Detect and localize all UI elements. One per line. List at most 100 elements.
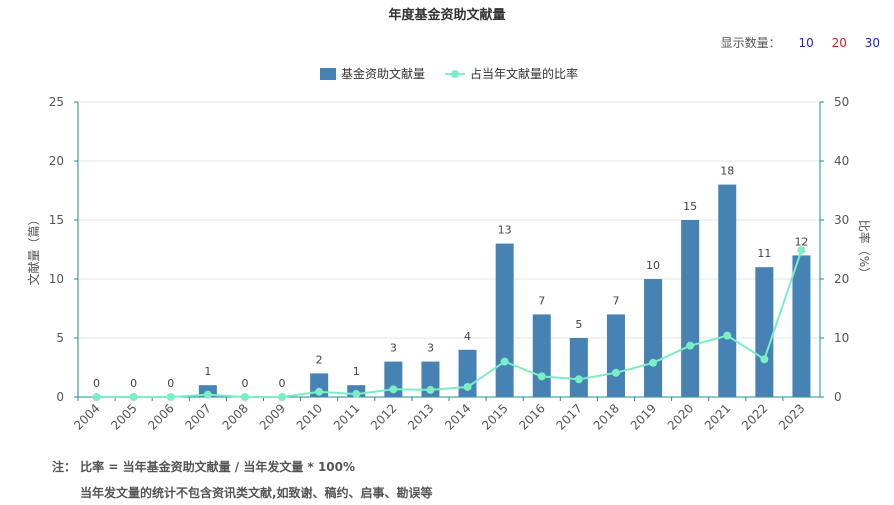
ratio-point[interactable]	[352, 390, 361, 399]
ratio-point[interactable]	[500, 357, 509, 366]
bar[interactable]	[569, 338, 588, 397]
legend-line-marker[interactable]	[451, 70, 459, 78]
bar[interactable]	[458, 349, 477, 397]
ratio-point[interactable]	[240, 393, 249, 401]
y2-tick-label: 40	[834, 154, 849, 168]
bar-value-label: 3	[427, 342, 434, 355]
x-tick-label: 2013	[405, 401, 436, 432]
ratio-point[interactable]	[611, 368, 620, 377]
bar[interactable]	[421, 361, 440, 397]
display-count-control: 显示数量： 10 20 30	[721, 34, 880, 51]
ratio-line	[96, 249, 803, 398]
bar-value-label: 10	[646, 259, 660, 272]
x-tick-label: 2015	[479, 401, 510, 432]
bar-value-label: 5	[575, 318, 582, 331]
display-count-30[interactable]: 30	[864, 36, 880, 50]
ratio-point[interactable]	[129, 393, 138, 401]
x-tick-label: 2004	[71, 401, 102, 432]
ratio-point[interactable]	[278, 393, 287, 401]
legend-line-label[interactable]: 占当年文献量的比率	[470, 66, 578, 81]
y2-tick-label: 20	[834, 272, 849, 286]
bar-value-label: 7	[538, 294, 545, 307]
display-count-label: 显示数量：	[720, 36, 781, 50]
display-count-20[interactable]: 20	[831, 36, 847, 50]
bar-value-label: 0	[130, 377, 137, 390]
bar[interactable]	[681, 220, 700, 397]
ratio-point[interactable]	[463, 382, 472, 391]
note-line-2: 当年发文量的统计不包含资讯类文献,如致谢、稿约、启事、勘误等	[80, 486, 433, 500]
bar-value-label: 3	[390, 342, 397, 355]
ratio-point[interactable]	[797, 246, 806, 255]
x-tick-label: 2023	[776, 401, 807, 432]
bar[interactable]	[718, 184, 737, 397]
ratio-point[interactable]	[203, 390, 212, 399]
y2-axis-label: 比率（%）	[857, 220, 872, 279]
x-tick-label: 2020	[665, 401, 696, 432]
bar[interactable]	[792, 255, 811, 397]
bar[interactable]	[644, 279, 663, 397]
ratio-point[interactable]	[426, 385, 435, 394]
bar[interactable]	[384, 361, 403, 397]
ratio-point[interactable]	[686, 341, 695, 350]
bar-value-label: 4	[464, 330, 471, 343]
ratio-point[interactable]	[649, 358, 658, 367]
ratio-point[interactable]	[315, 387, 324, 396]
chart-title: 年度基金资助文献量	[388, 8, 506, 23]
x-tick-label: 2016	[516, 401, 547, 432]
bar-value-label: 7	[612, 294, 619, 307]
y2-tick-label: 50	[834, 95, 849, 109]
ratio-point[interactable]	[723, 331, 732, 340]
display-count-10[interactable]: 10	[798, 36, 814, 50]
y-axis-label: 文献量（篇）	[26, 213, 41, 285]
ratio-point[interactable]	[389, 385, 398, 394]
ratio-point[interactable]	[760, 355, 769, 364]
bar-value-label: 15	[683, 200, 697, 213]
bar[interactable]	[606, 314, 625, 397]
y2-tick-label: 30	[834, 213, 849, 227]
y2-tick-label: 10	[834, 331, 849, 345]
y-tick-label: 20	[49, 154, 64, 168]
ratio-point[interactable]	[92, 393, 101, 401]
y-tick-label: 5	[56, 331, 64, 345]
bar[interactable]	[495, 243, 514, 397]
bar-value-label: 18	[720, 165, 734, 178]
bar-value-label: 13	[498, 224, 512, 237]
ratio-point[interactable]	[537, 372, 546, 381]
bar-value-label: 11	[757, 247, 771, 260]
bar[interactable]	[532, 314, 551, 397]
x-tick-label: 2012	[368, 401, 399, 432]
ratio-point[interactable]	[574, 375, 583, 384]
y-tick-label: 25	[49, 95, 64, 109]
ratio-point[interactable]	[166, 393, 175, 401]
bar-value-label: 1	[204, 365, 211, 378]
x-tick-label: 2008	[220, 401, 251, 432]
x-tick-label: 2018	[591, 401, 622, 432]
x-tick-label: 2022	[739, 401, 770, 432]
y-tick-label: 15	[49, 213, 64, 227]
x-tick-label: 2009	[257, 401, 288, 432]
y2-tick-label: 0	[834, 390, 842, 404]
x-tick-label: 2017	[553, 401, 584, 432]
legend-bar-label[interactable]: 基金资助文献量	[341, 66, 425, 81]
x-tick-label: 2014	[442, 401, 473, 432]
x-tick-label: 2006	[145, 401, 176, 432]
bar-value-label: 0	[167, 377, 174, 390]
bar-value-label: 0	[93, 377, 100, 390]
legend: 基金资助文献量 占当年文献量的比率	[320, 66, 578, 81]
bar-value-label: 1	[353, 365, 360, 378]
legend-bar-swatch[interactable]	[320, 68, 336, 80]
bar[interactable]	[755, 267, 774, 397]
x-tick-label: 2021	[702, 401, 733, 432]
y-tick-label: 0	[56, 390, 64, 404]
x-tick-label: 2005	[108, 401, 139, 432]
x-tick-label: 2010	[294, 401, 325, 432]
bar-value-label: 0	[279, 377, 286, 390]
y-tick-label: 10	[49, 272, 64, 286]
bar-value-label: 2	[316, 353, 323, 366]
note-line-1: 注： 比率 = 当年基金资助文献量 / 当年发文量 * 100%	[52, 460, 356, 474]
bar-value-label: 12	[794, 235, 808, 248]
x-tick-label: 2019	[628, 401, 659, 432]
bar-value-label: 0	[241, 377, 248, 390]
x-tick-label: 2007	[182, 401, 213, 432]
